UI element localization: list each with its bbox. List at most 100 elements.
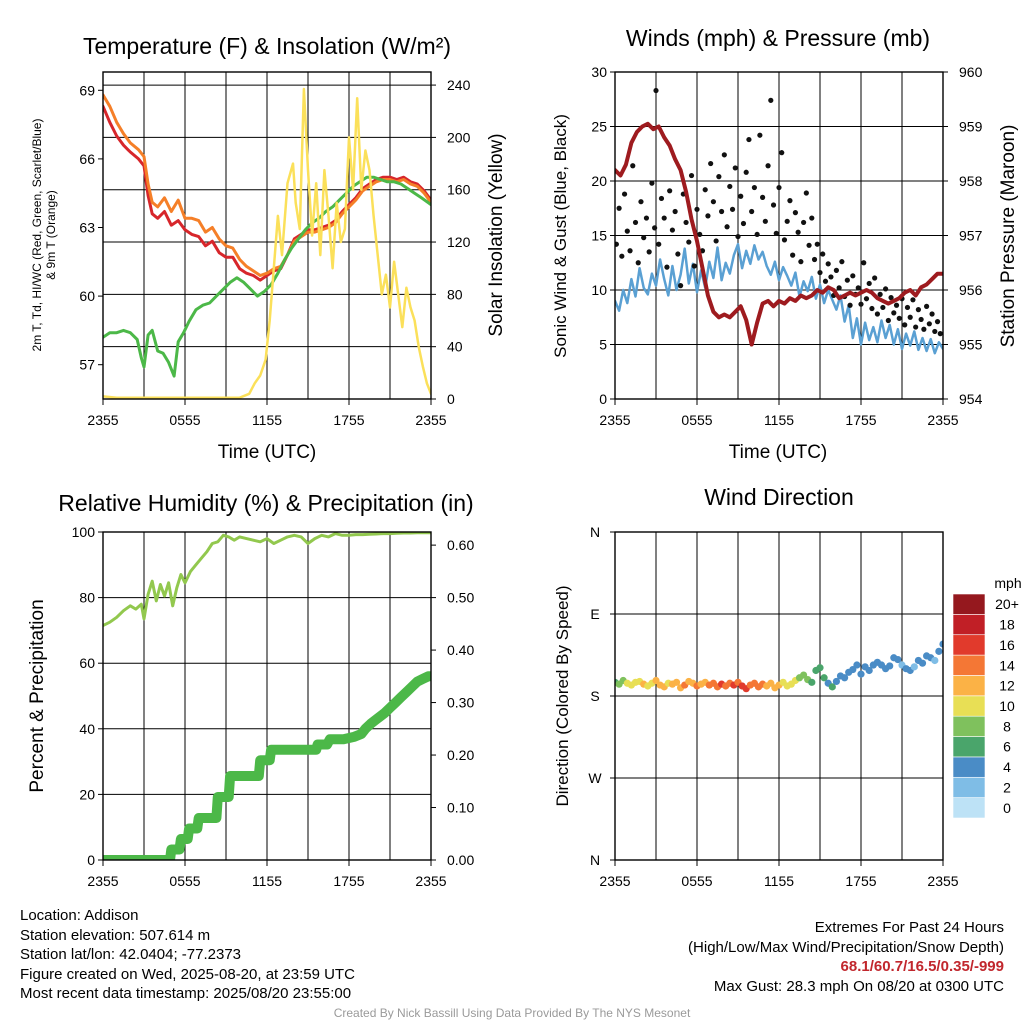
gust-point (850, 273, 856, 279)
y-tick-label: 20 (591, 173, 607, 189)
recent-data-text: Most recent data timestamp: 2025/08/20 2… (20, 985, 352, 1002)
plot-area (103, 532, 431, 860)
y2-tick-label: 160 (447, 182, 471, 198)
gust-point (641, 235, 647, 241)
y-tick-label: 20 (79, 786, 95, 802)
gust-point (806, 242, 812, 248)
elevation-text: Station elevation: 507.614 m (20, 926, 211, 944)
gust-point (787, 198, 793, 204)
gust-point (751, 184, 758, 191)
gust-point (632, 219, 639, 226)
direction-point (939, 640, 943, 648)
direction-point (820, 674, 828, 682)
y2-tick-label: 0.50 (447, 590, 474, 606)
colorbar-label: 14 (999, 657, 1015, 673)
gust-point (649, 180, 655, 186)
y-tick-label: W (588, 770, 602, 786)
gust-point (646, 249, 652, 255)
y-tick-label: S (590, 688, 599, 704)
gust-point (820, 251, 826, 257)
gust-point (643, 215, 650, 221)
x-tick-label: 1155 (252, 412, 282, 428)
gust-point (708, 160, 714, 167)
gust-point (839, 259, 845, 265)
colorbar-swatch (952, 715, 986, 737)
y2-tick-label: 959 (959, 119, 983, 135)
gust-point (795, 229, 801, 235)
y-tick-label: 100 (72, 524, 96, 540)
gust-point (934, 319, 941, 325)
gust-point (713, 238, 719, 244)
y-tick-label: N (590, 524, 600, 540)
colorbar-label: 8 (1003, 718, 1011, 734)
gust-point (686, 239, 692, 245)
gust-point (809, 215, 815, 221)
y2-tick-label: 0.10 (447, 800, 474, 816)
gust-point (803, 190, 809, 196)
y-tick-label: 69 (79, 82, 95, 98)
y2-tick-label: 80 (447, 286, 463, 302)
colorbar-swatch (952, 736, 986, 758)
gust-point (697, 231, 703, 238)
plot-area (615, 640, 943, 693)
direction-ylabel-left: Direction (Colored By Speed) (553, 585, 572, 806)
gust-point (926, 321, 932, 327)
gust-point (770, 202, 777, 208)
gust-point (719, 208, 725, 215)
y2-tick-label: 957 (959, 228, 983, 244)
gust-point (779, 150, 785, 156)
gust-point (792, 210, 799, 216)
x-tick-label: 2355 (927, 873, 958, 889)
gust-point (784, 218, 790, 224)
gust-point (872, 275, 878, 281)
y-tick-label: 66 (79, 151, 95, 167)
x-tick-label: 0555 (681, 873, 712, 889)
gust-point (776, 184, 782, 191)
gust-point (913, 324, 919, 330)
gust-point (716, 174, 722, 180)
y-tick-label: 60 (79, 655, 95, 671)
gust-point (735, 233, 741, 240)
x-tick-label: 2355 (927, 412, 958, 428)
gust-point (937, 331, 943, 337)
y-tick-label: 60 (79, 288, 95, 304)
gust-point (746, 136, 752, 143)
series-line (103, 532, 431, 627)
series-line (103, 104, 431, 282)
gust-point (721, 152, 727, 158)
y-tick-label: 10 (591, 282, 607, 298)
gust-point (811, 256, 818, 263)
gust-point (653, 87, 659, 94)
gust-point (822, 278, 829, 284)
y-tick-label: 25 (591, 119, 607, 135)
gust-point (861, 260, 867, 266)
gust-point (732, 165, 738, 171)
x-tick-label: 0555 (169, 873, 200, 889)
series-line (615, 242, 943, 355)
y2-tick-label: 240 (447, 77, 471, 93)
gust-point (874, 311, 881, 317)
colorbar-swatch (952, 776, 986, 798)
colorbar-swatch (952, 675, 986, 697)
gust-point (921, 326, 927, 332)
y2-tick-label: 0.20 (447, 747, 474, 763)
gust-point (729, 206, 736, 212)
winds-panel: 2355 0555 1155 1755 2355 0 5 10 15 20 25 30 954 955 95… (591, 64, 982, 428)
gust-point (863, 296, 870, 302)
gust-point (667, 188, 673, 194)
gust-point (749, 208, 755, 215)
credit-text: Created By Nick Bassill Using Data Provi… (333, 1006, 691, 1020)
y-tick-label: 80 (79, 590, 95, 606)
colorbar-label: 20+ (995, 596, 1019, 612)
winds-ylabel-right: Station Pressure (Maroon) (998, 125, 1019, 348)
x-tick-label: 2355 (415, 873, 446, 889)
max-gust-text: Max Gust: 28.3 mph On 08/20 at 0300 UTC (713, 977, 1004, 995)
location-text: Location: Addison (20, 907, 139, 924)
y2-tick-label: 955 (959, 337, 983, 353)
temperature-panel-title: Temperature (F) & Insolation (W/m²) (83, 33, 451, 59)
gust-point (760, 194, 766, 200)
gust-point (702, 187, 708, 193)
gust-point (858, 301, 864, 307)
gust-point (888, 295, 894, 301)
gust-point (615, 241, 619, 247)
